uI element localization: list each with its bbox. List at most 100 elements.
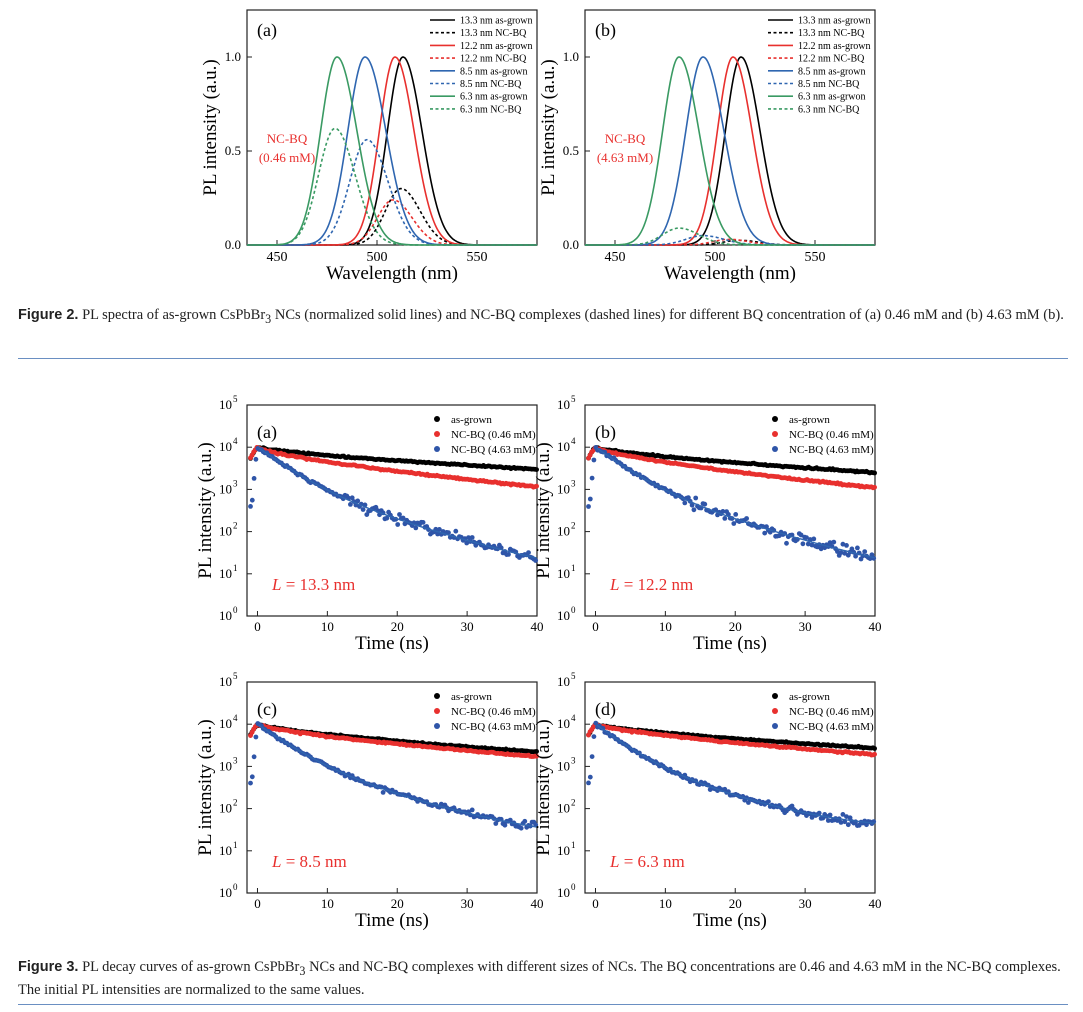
legend-label: 6.3 nm NC-BQ [460,104,522,115]
data-point [586,504,591,509]
x-axis-label: Wavelength (nm) [664,263,796,284]
figure3-caption: Figure 3. PL decay curves of as-grown Cs… [18,958,1068,1000]
data-point [397,512,402,517]
data-point [689,502,695,508]
x-tick-label: 0 [592,896,599,911]
data-point [762,530,768,536]
spectrum-line [585,227,875,246]
y-tick-label: 10 [219,716,232,731]
figure3-divider [18,1004,1068,1005]
data-point [842,819,848,825]
x-tick-label: 500 [705,250,726,265]
data-point [534,753,539,759]
data-point [838,820,844,825]
y-tick-exponent: 2 [233,521,238,531]
x-tick-label: 30 [799,896,812,911]
data-point [784,540,789,546]
y-axis-label: PL intensity (a.u.) [195,442,216,579]
y-tick-exponent: 2 [571,798,576,808]
data-point [733,512,739,517]
x-axis-label: Time (ns) [693,910,767,931]
x-tick-label: 30 [461,619,474,634]
figure2-caption-text-1: PL spectra of as-grown CsPbBr [82,307,266,323]
legend-label: 12.2 nm as-grown [798,41,871,52]
panel-label: (a) [257,422,277,443]
data-point [593,720,599,726]
data-point [469,535,475,540]
y-tick-exponent: 3 [571,755,576,765]
legend-marker [434,446,440,452]
data-point [591,457,597,463]
data-point [248,504,253,509]
data-point [831,539,837,545]
x-tick-label: 10 [659,896,672,911]
concentration-annotation: NC-BQ [267,131,308,146]
legend-label: NC-BQ (0.46 mM) [789,706,874,718]
x-tick-label: 40 [531,619,544,634]
legend-label: 6.3 nm as-grown [460,92,528,103]
plot-frame [584,681,876,894]
legend-label: 13.3 nm NC-BQ [798,28,865,39]
y-tick-label: 0.0 [563,237,579,252]
data-point [466,535,471,540]
x-axis-label: Wavelength (nm) [326,263,458,284]
data-point [348,502,353,507]
y-tick-label: 10 [219,439,232,454]
data-point [384,515,390,521]
y-tick-label: 10 [557,716,570,731]
y-tick-exponent: 3 [571,478,576,488]
data-point [380,790,386,795]
legend-marker [772,416,778,422]
legend-marker [772,723,778,729]
plot-frame [246,681,538,894]
data-point [872,751,877,757]
data-point [731,521,737,526]
y-tick-exponent: 2 [233,798,238,808]
legend-label: NC-BQ (0.46 mM) [451,706,536,718]
figure3-caption-text-1: PL decay curves of as-grown CsPbBr [82,959,300,975]
plot-frame [246,404,538,617]
figure3-caption-sub: 3 [299,963,306,978]
y-tick-exponent: 4 [233,436,238,446]
y-tick-label: 10 [557,758,570,773]
panel-label: (d) [595,699,616,720]
y-tick-exponent: 5 [571,671,576,681]
data-point [847,815,853,821]
data-point [253,734,259,740]
data-point [853,553,858,559]
spectrum-line [247,127,537,246]
x-tick-label: 30 [461,896,474,911]
y-axis-label: PL intensity (a.u.) [533,719,554,856]
y-tick-exponent: 4 [571,436,576,446]
data-point [702,501,708,507]
y-tick-label: 10 [219,566,232,581]
data-point [248,780,253,786]
data-point [534,467,539,472]
legend-label: 13.3 nm as-grown [460,16,533,27]
y-tick-label: 10 [557,397,570,412]
x-tick-label: 40 [869,619,882,634]
legend-label: 13.3 nm NC-BQ [460,28,527,39]
y-tick-label: 10 [557,524,570,539]
y-tick-exponent: 5 [571,394,576,404]
legend-label: 6.3 nm as-grwon [798,92,866,103]
legend-marker [434,416,440,422]
y-tick-label: 10 [557,885,570,900]
data-point [686,495,691,501]
x-tick-label: 20 [729,896,742,911]
data-point [693,495,699,501]
x-tick-label: 20 [729,619,742,634]
data-point [842,550,848,556]
x-tick-label: 30 [799,619,812,634]
legend-marker [434,693,440,699]
data-point [835,549,840,554]
y-tick-exponent: 5 [233,394,238,404]
data-point [400,515,406,521]
size-label: L = 12.2 nm [609,575,693,594]
legend-label: NC-BQ (4.63 mM) [451,721,536,733]
y-tick-label: 10 [219,674,232,689]
x-tick-label: 10 [321,896,334,911]
x-tick-label: 10 [321,619,334,634]
